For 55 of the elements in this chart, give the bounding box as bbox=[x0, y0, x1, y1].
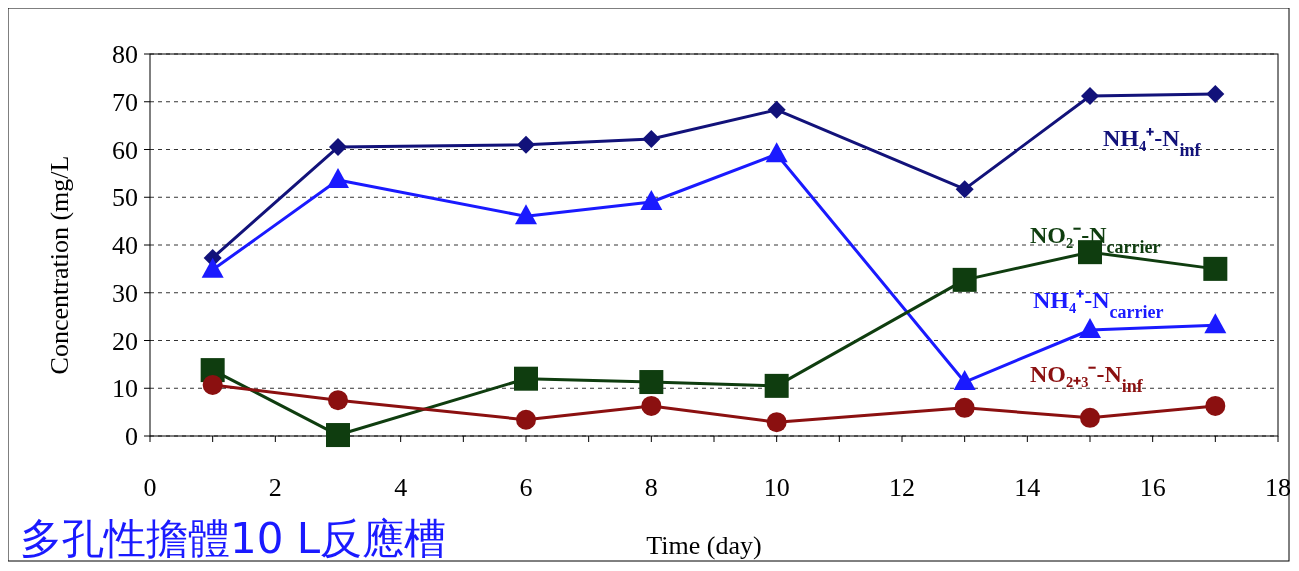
x-tick-label: 16 bbox=[1139, 473, 1166, 502]
point bbox=[1203, 256, 1228, 281]
y-tick-label: 40 bbox=[112, 231, 138, 261]
x-tick-label: 18 bbox=[1265, 473, 1291, 502]
point bbox=[764, 373, 789, 398]
x-tick-label: 12 bbox=[889, 473, 915, 502]
point bbox=[516, 409, 536, 430]
x-tick-label: 6 bbox=[519, 473, 533, 502]
point bbox=[202, 374, 223, 395]
point bbox=[640, 190, 663, 211]
point bbox=[639, 370, 664, 395]
y-tick-label: 60 bbox=[112, 135, 138, 165]
point bbox=[642, 129, 661, 148]
point bbox=[1080, 407, 1100, 428]
y-tick-label: 10 bbox=[112, 374, 138, 404]
point bbox=[767, 100, 786, 119]
series-label: NO₂⁻-N$_{carrier}$ bbox=[1030, 222, 1161, 257]
point bbox=[329, 138, 347, 157]
series-label: NH₄⁺-N$_{inf}$ bbox=[1103, 125, 1202, 160]
x-tick-label: 2 bbox=[268, 473, 282, 502]
point bbox=[952, 267, 977, 292]
point bbox=[517, 135, 535, 154]
point bbox=[953, 370, 976, 391]
point bbox=[1205, 395, 1226, 416]
x-tick-label: 0 bbox=[143, 473, 157, 502]
point bbox=[765, 142, 788, 163]
point bbox=[1079, 318, 1101, 338]
y-tick-label: 70 bbox=[112, 87, 138, 117]
point bbox=[327, 168, 349, 189]
point bbox=[766, 412, 787, 433]
series-label: NO₂₊₃⁻-N$_{inf}$ bbox=[1030, 361, 1144, 396]
x-tick-label: 14 bbox=[1014, 473, 1041, 502]
series-label: NH₄⁺-N$_{carrier}$ bbox=[1033, 287, 1164, 322]
y-axis-title: Concentration (mg/L bbox=[45, 155, 74, 375]
x-tick-label: 4 bbox=[394, 473, 408, 502]
point bbox=[328, 390, 348, 411]
point bbox=[201, 257, 224, 278]
point bbox=[1204, 313, 1227, 334]
point bbox=[515, 204, 537, 225]
y-tick-label: 30 bbox=[112, 278, 138, 308]
y-tick-label: 20 bbox=[112, 326, 138, 356]
y-tick-label: 0 bbox=[125, 422, 138, 452]
point bbox=[641, 395, 662, 416]
y-tick-label: 80 bbox=[112, 40, 138, 70]
text: 多孔性擔體10 L反應槽 bbox=[20, 514, 447, 563]
x-tick-label: 10 bbox=[763, 473, 790, 502]
x-tick-label: 8 bbox=[644, 473, 658, 502]
point bbox=[954, 397, 975, 418]
point bbox=[955, 180, 974, 199]
point bbox=[514, 366, 538, 391]
point bbox=[1206, 85, 1225, 104]
y-tick-label: 50 bbox=[112, 183, 138, 213]
x-axis-title: Time (day) bbox=[646, 531, 762, 560]
point bbox=[326, 423, 350, 448]
point bbox=[1081, 87, 1099, 106]
